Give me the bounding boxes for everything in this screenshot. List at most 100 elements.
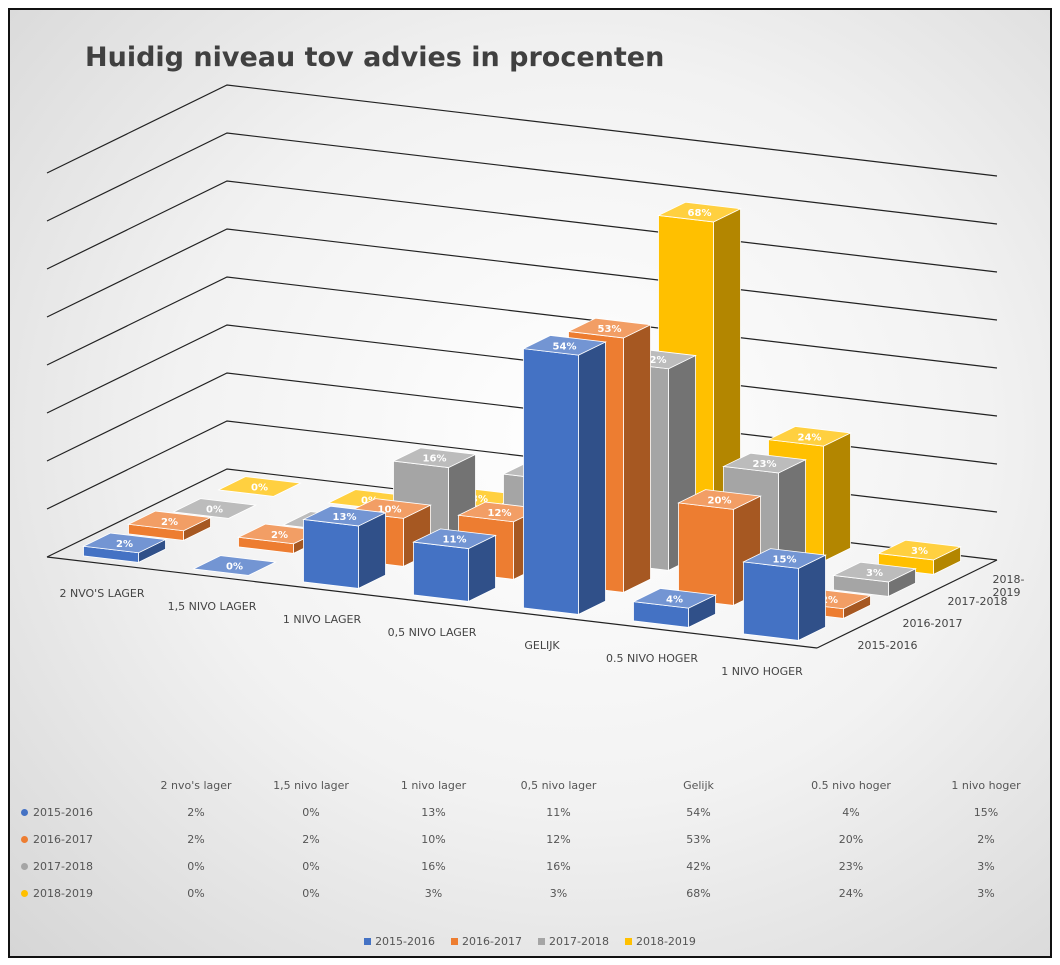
table-cell: 2% [302, 833, 320, 846]
x-tick-label: 2 NVO'S LAGER [59, 586, 145, 600]
bar-top [392, 447, 477, 468]
table-row: 2016-2017 2% 2% 10% 12% 53% 20% 2% [15, 826, 1046, 853]
chart-title: Huidig niveau tov advies in procenten [85, 42, 665, 73]
bar: 54% [522, 335, 607, 615]
table-row: 2015-2016 2% 0% 13% 11% 54% 4% 15% [15, 799, 1046, 826]
bar: 2% [237, 523, 322, 554]
data-label: 12% [488, 508, 512, 519]
table-cell: 15% [973, 806, 999, 819]
data-label: 3% [911, 546, 928, 557]
bar: 0% [192, 555, 277, 576]
legend-swatch [538, 938, 545, 945]
row-header: 2016-2017 [15, 826, 141, 853]
depth-tick-label: 2015-2016 [857, 639, 918, 652]
table-cell: 53% [686, 833, 711, 846]
legend-label: 2016-2017 [462, 935, 522, 948]
data-label: 3% [866, 568, 883, 579]
data-label: 53% [598, 324, 622, 335]
table-cell: 2% [187, 833, 205, 846]
data-label: 2% [116, 539, 133, 550]
depth-tick-label: 2016-2017 [902, 617, 963, 630]
bar: 3% [832, 561, 917, 597]
legend-swatch [21, 809, 28, 816]
bar: 0% [172, 498, 257, 519]
legend-label: 2017-2018 [549, 935, 609, 948]
table-cell: 23% [838, 860, 864, 873]
legend: 2015-2016 2016-2017 2017-2018 2018-2019 [10, 935, 1050, 948]
legend-item: 2017-2018 [538, 935, 609, 948]
bar-front [303, 518, 359, 589]
row-label: 2015-2016 [33, 806, 93, 819]
bar: 16% [392, 447, 477, 545]
x-tick-label: 0.5 NIVO HOGER [606, 651, 698, 665]
depth-tick-label: 2017-2018 [947, 595, 1008, 608]
data-label: 20% [708, 496, 732, 507]
legend-label: 2015-2016 [375, 935, 436, 948]
data-label: 54% [553, 341, 577, 352]
bar-side [578, 341, 606, 615]
data-label: 11% [443, 535, 467, 546]
bar-front [523, 348, 579, 615]
row-label: 2016-2017 [33, 833, 93, 846]
data-label: 16% [423, 454, 447, 465]
bar: 11% [412, 528, 497, 602]
x-tick-label: 1 NIVO LAGER [282, 612, 362, 626]
table-column-header: 2 nvo's lager [160, 779, 232, 792]
table-cell: 3% [977, 887, 995, 900]
data-label: 0% [206, 505, 223, 516]
table-cell: 24% [838, 887, 864, 900]
bar-side [798, 554, 826, 641]
table-header: 2 nvo's lager 1,5 nivo lager 1 nivo lager 0… [15, 772, 1046, 799]
table-column-header: Gelijk [683, 779, 714, 792]
data-label: 0% [226, 562, 243, 573]
bar-top [742, 548, 827, 569]
legend-swatch [624, 938, 632, 945]
depth-tick-label: 2018-2019 [992, 573, 1025, 599]
data-label: 0% [361, 496, 378, 507]
x-tick-label: 0,5 NIVO LAGER [387, 625, 477, 639]
data-label: 15% [773, 555, 797, 566]
table-cell: 16% [421, 860, 446, 873]
data-label: 68% [688, 208, 712, 219]
table-cell: 10% [421, 833, 446, 846]
bar-top [832, 561, 917, 583]
axis-line [46, 556, 818, 649]
table-cell: 0% [187, 887, 205, 900]
table-cell: 4% [842, 806, 860, 819]
bar: 4% [632, 588, 717, 628]
bar-top [412, 528, 497, 549]
table-cell: 0% [302, 860, 320, 873]
table-cell: 13% [421, 806, 446, 819]
legend-label: 2018-2019 [635, 935, 696, 948]
row-label: 2018-2019 [33, 887, 93, 900]
table-cell: 3% [549, 887, 568, 900]
bar-top [172, 498, 257, 519]
legend-item: 2018-2019 [624, 935, 696, 948]
bar-top [767, 426, 852, 447]
legend-swatch [21, 836, 28, 843]
table-cell: 3% [424, 887, 443, 900]
row-header: 2017-2018 [15, 853, 141, 880]
x-tick-label: 1,5 NIVO LAGER [167, 599, 257, 613]
grid-line [46, 228, 998, 321]
chart: 0%0%3%3%68%24%3%0%0%16%16%42%23%3%2%2%10… [46, 84, 998, 649]
table-cell: 16% [546, 860, 571, 873]
bar-top [722, 452, 807, 474]
bar: 2% [82, 532, 167, 563]
bar-top [127, 510, 212, 532]
bar: 15% [742, 548, 827, 641]
data-label: 3% [471, 494, 488, 505]
data-label: 10% [378, 505, 402, 516]
bar: 0% [217, 476, 302, 497]
bar: 20% [677, 489, 762, 606]
bar-top [877, 539, 962, 561]
data-label: 13% [333, 512, 357, 523]
bar-top [677, 489, 762, 510]
legend-swatch [21, 863, 28, 870]
row-header: 2015-2016 [15, 799, 141, 826]
bar: 2% [127, 510, 212, 541]
legend-swatch [364, 938, 372, 945]
bar-top [302, 505, 387, 527]
data-label: 2% [161, 517, 178, 528]
bar: 13% [302, 505, 387, 589]
